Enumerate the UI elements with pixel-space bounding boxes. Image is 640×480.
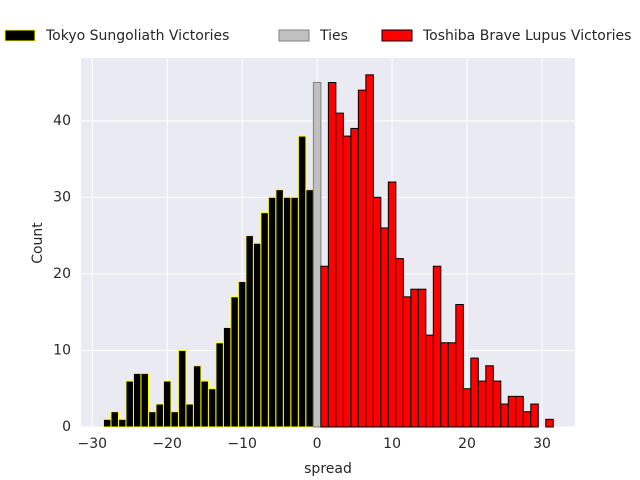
bar [185,403,194,428]
y-axis-label: Count [30,222,46,264]
bar [297,135,307,428]
bar [237,281,247,428]
bar [245,235,254,428]
bar [425,334,434,428]
bar [312,81,322,428]
bar [507,395,517,428]
bar [485,365,494,428]
bar [275,189,284,428]
bar [470,357,479,428]
y-tick-label: 20 [53,266,71,282]
bar [200,380,209,428]
legend-label: Toshiba Brave Lupus Victories [422,28,631,44]
bar [365,74,374,428]
y-tick-label: 0 [62,419,71,435]
bar [402,296,412,428]
bar [170,411,179,428]
y-tick-label: 40 [53,113,71,129]
bar [327,81,337,428]
bar [290,196,299,428]
bar [477,380,487,428]
bar [147,411,157,428]
bar [267,196,277,428]
legend-label: Ties [319,28,348,44]
bar [522,411,532,428]
y-tick-label: 30 [53,189,71,205]
x-tick-label: 10 [383,436,401,452]
bar [410,288,419,428]
legend-swatch [278,29,310,42]
x-tick-label: 20 [458,436,476,452]
legend-label: Tokyo Sungoliath Victories [45,28,229,44]
bar [102,418,112,428]
bar [207,388,217,428]
bar [372,196,382,428]
bar [192,365,202,428]
bar [447,342,457,428]
x-tick-label: −30 [77,436,107,452]
bar [455,304,464,428]
bar [215,342,224,428]
bar [357,89,367,428]
x-tick-label: 0 [313,436,322,452]
bar [282,196,292,428]
bar [252,242,262,428]
bar [222,326,232,428]
x-axis-label: spread [304,461,352,477]
bar [545,418,554,428]
bar [177,349,187,428]
bar [230,296,239,428]
legend-swatch [381,29,413,42]
bar [162,380,172,428]
bar [125,380,134,428]
y-tick-label: 10 [53,342,71,358]
bar [387,181,397,428]
bar [492,380,502,428]
bar [260,212,269,428]
bar [335,112,344,428]
bar [462,388,472,428]
bar [140,372,149,428]
bar [305,189,314,428]
bar [500,403,509,428]
bar [350,127,359,428]
bar [530,403,539,428]
bar [110,411,119,428]
x-tick-label: −10 [227,436,257,452]
bar [395,258,404,428]
bar [432,265,442,428]
bar [117,418,127,428]
bar [417,288,427,428]
legend-swatch [4,29,36,42]
x-tick-label: 30 [533,436,551,452]
x-tick-label: −20 [152,436,182,452]
bar [155,403,164,428]
bar [342,135,352,428]
bar [132,372,142,428]
bar [380,227,389,428]
bar [440,342,449,428]
bar [320,265,329,428]
bar [515,395,524,428]
